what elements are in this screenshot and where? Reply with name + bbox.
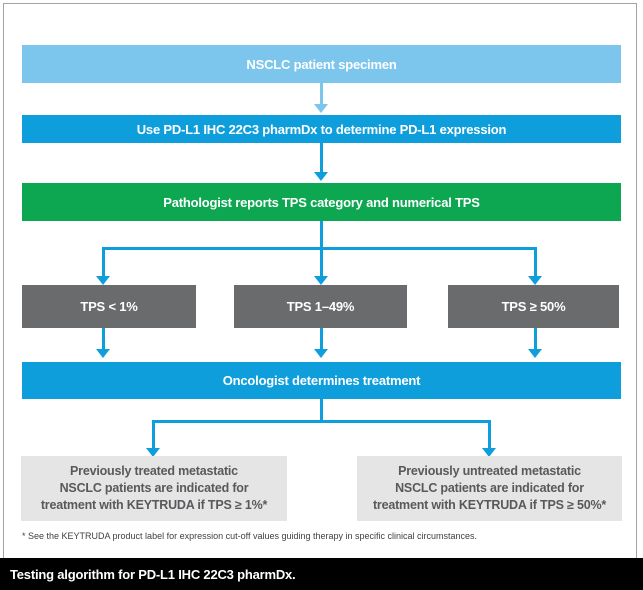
- arrow-line: [319, 143, 323, 173]
- caption-text: Testing algorithm for PD-L1 IHC 22C3 pha…: [10, 566, 296, 582]
- arrow-down-icon: [528, 276, 542, 285]
- tps-1-49-box: TPS 1–49%: [234, 285, 407, 328]
- outcome-untreated-text: Previously untreated metastatic NSCLC pa…: [373, 463, 606, 514]
- arrow-down-icon: [314, 349, 328, 358]
- arrow-line: [319, 328, 323, 349]
- arrow-down-icon: [96, 276, 110, 285]
- specimen-box: NSCLC patient specimen: [22, 45, 621, 83]
- branch-line-right: [487, 422, 491, 448]
- arrow-down-icon: [146, 448, 160, 457]
- caption-bar: Testing algorithm for PD-L1 IHC 22C3 pha…: [0, 558, 643, 590]
- outcome-treated-text: Previously treated metastatic NSCLC pati…: [40, 463, 268, 514]
- arrow-down-icon: [96, 349, 110, 358]
- oncologist-box: Oncologist determines treatment: [22, 362, 621, 399]
- branch-crossbar: [151, 420, 491, 423]
- pathologist-box: Pathologist reports TPS category and num…: [22, 183, 621, 221]
- arrow-line: [101, 328, 105, 349]
- outcome-line: Previously treated metastatic: [70, 464, 238, 478]
- arrow-down-icon: [528, 349, 542, 358]
- arrow-down-icon: [314, 104, 328, 113]
- arrow-line: [319, 83, 323, 105]
- outcome-line: treatment with KEYTRUDA if TPS ≥ 1%*: [40, 498, 268, 512]
- outcome-line: NSCLC patients are indicated for: [395, 481, 584, 495]
- arrow-down-icon: [314, 276, 328, 285]
- tps-lt1-box: TPS < 1%: [22, 285, 196, 328]
- outcome-line: Previously untreated metastatic: [398, 464, 581, 478]
- branch-line-right: [533, 249, 537, 277]
- outcome-treated-box: Previously treated metastatic NSCLC pati…: [21, 456, 287, 521]
- branch-line-left: [151, 422, 155, 448]
- assay-box: Use PD-L1 IHC 22C3 pharmDx to determine …: [22, 115, 621, 143]
- branch-line-left: [101, 249, 105, 277]
- arrow-down-icon: [482, 448, 496, 457]
- outcome-line: NSCLC patients are indicated for: [59, 481, 249, 495]
- footnote: * See the KEYTRUDA product label for exp…: [22, 531, 478, 541]
- tps-ge50-box: TPS ≥ 50%: [448, 285, 619, 328]
- branch-crossbar: [101, 247, 537, 250]
- arrow-line: [533, 328, 537, 349]
- outcome-line: treatment with KEYTRUDA if TPS ≥ 50%*: [372, 498, 607, 512]
- outcome-untreated-box: Previously untreated metastatic NSCLC pa…: [357, 456, 622, 521]
- arrow-down-icon: [314, 172, 328, 181]
- branch-stem-line: [319, 399, 323, 423]
